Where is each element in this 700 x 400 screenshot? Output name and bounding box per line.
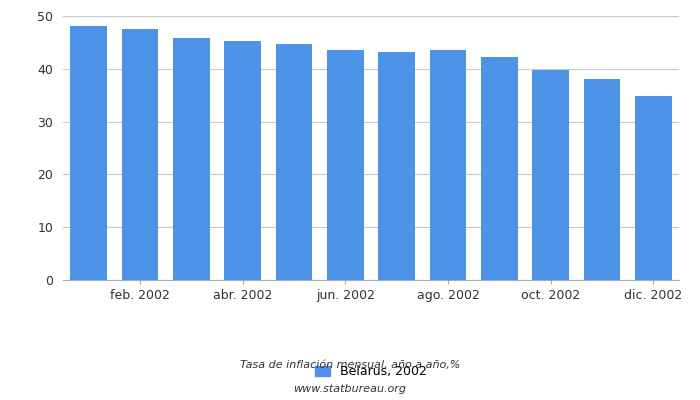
Bar bbox=[532, 70, 569, 280]
Bar bbox=[584, 79, 620, 280]
Bar bbox=[430, 50, 466, 280]
Bar bbox=[481, 57, 518, 280]
Bar bbox=[173, 38, 210, 280]
Bar bbox=[70, 26, 107, 280]
Bar bbox=[635, 96, 672, 280]
Text: Tasa de inflación mensual, año a año,%: Tasa de inflación mensual, año a año,% bbox=[240, 360, 460, 370]
Text: www.statbureau.org: www.statbureau.org bbox=[293, 384, 407, 394]
Bar bbox=[224, 41, 261, 280]
Legend: Belarus, 2002: Belarus, 2002 bbox=[315, 366, 427, 378]
Bar bbox=[378, 52, 415, 280]
Bar bbox=[276, 44, 312, 280]
Bar bbox=[327, 50, 364, 280]
Bar bbox=[122, 29, 158, 280]
